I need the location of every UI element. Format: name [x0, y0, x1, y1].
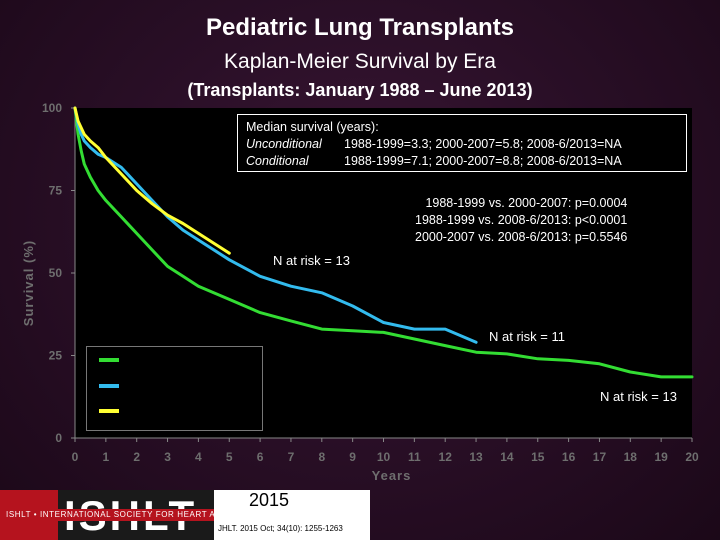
y-tick-label: 0 — [55, 431, 62, 445]
x-tick-label: 11 — [408, 450, 421, 464]
median-conditional-row: Conditional 1988-1999=7.1; 2000-2007=8.8;… — [246, 153, 678, 170]
x-tick-label: 6 — [257, 450, 264, 464]
x-tick-label: 3 — [164, 450, 171, 464]
chart-date-range: (Transplants: January 1988 – June 2013) — [187, 80, 533, 100]
median-survival-box: Median survival (years): Unconditional 19… — [237, 114, 687, 172]
n-at-risk-blue: N at risk = 11 — [489, 329, 565, 344]
chart-subtitle: Kaplan-Meier Survival by Era — [224, 50, 496, 73]
x-tick-label: 5 — [226, 450, 233, 464]
conditional-label: Conditional — [246, 154, 309, 168]
unconditional-text: 1988-1999=3.3; 2000-2007=5.8; 2008-6/201… — [344, 137, 622, 151]
chart-series — [73, 106, 694, 379]
legend-swatch-blue — [99, 384, 119, 388]
series-line-blue — [73, 106, 478, 344]
x-tick-label: 8 — [318, 450, 325, 464]
x-axis-label: Years — [372, 468, 412, 483]
x-tick-label: 15 — [531, 450, 545, 464]
x-tick-label: 19 — [654, 450, 668, 464]
report-year: 2015 — [248, 490, 290, 510]
pvalue-line: 1988-1999 vs. 2008-6/2013: p<0.0001 — [415, 213, 628, 227]
median-unconditional-row: Unconditional 1988-1999=3.3; 2000-2007=5.… — [246, 136, 678, 153]
y-tick-label: 25 — [49, 349, 63, 363]
x-tick-label: 4 — [195, 450, 202, 464]
y-tick-label: 100 — [42, 101, 62, 115]
unconditional-label: Unconditional — [246, 137, 322, 151]
x-tick-label: 2 — [133, 450, 140, 464]
citation-panel: 2015 JHLT. 2015 Oct; 34(10): 1255-1263 — [214, 490, 370, 540]
conditional-text: 1988-1999=7.1; 2000-2007=8.8; 2008-6/201… — [344, 154, 622, 168]
median-header: Median survival (years): — [246, 120, 379, 134]
y-tick-label: 50 — [49, 266, 63, 280]
x-tick-label: 14 — [500, 450, 514, 464]
legend-swatch-yellow — [99, 409, 119, 413]
series-line-yellow — [73, 106, 231, 255]
y-tick-label: 75 — [49, 184, 63, 198]
x-tick-label: 1 — [103, 450, 110, 464]
journal-citation: JHLT. 2015 Oct; 34(10): 1255-1263 — [218, 524, 343, 533]
n-at-risk-green: N at risk = 13 — [600, 389, 677, 404]
pvalue-line: 1988-1999 vs. 2000-2007: p=0.0004 — [425, 196, 628, 210]
x-tick-label: 16 — [562, 450, 576, 464]
x-tick-label: 10 — [377, 450, 391, 464]
legend — [86, 346, 263, 431]
pvalue-line: 2000-2007 vs. 2008-6/2013: p=0.5546 — [415, 230, 628, 244]
n-at-risk-yellow: N at risk = 13 — [273, 253, 350, 268]
x-tick-label: 9 — [349, 450, 356, 464]
x-tick-label: 0 — [72, 450, 79, 464]
x-tick-label: 20 — [685, 450, 699, 464]
x-tick-label: 13 — [469, 450, 483, 464]
chart-title: Pediatric Lung Transplants — [205, 14, 515, 41]
x-tick-label: 18 — [624, 450, 638, 464]
x-tick-label: 7 — [288, 450, 295, 464]
x-tick-label: 12 — [439, 450, 453, 464]
y-axis-label: Survival (%) — [21, 240, 36, 326]
series-line-green — [73, 106, 694, 379]
x-tick-label: 17 — [593, 450, 607, 464]
legend-swatch-green — [99, 358, 119, 362]
pvalue-block: 1988-1999 vs. 2000-2007: p=0.0004 1988-1… — [415, 195, 627, 246]
